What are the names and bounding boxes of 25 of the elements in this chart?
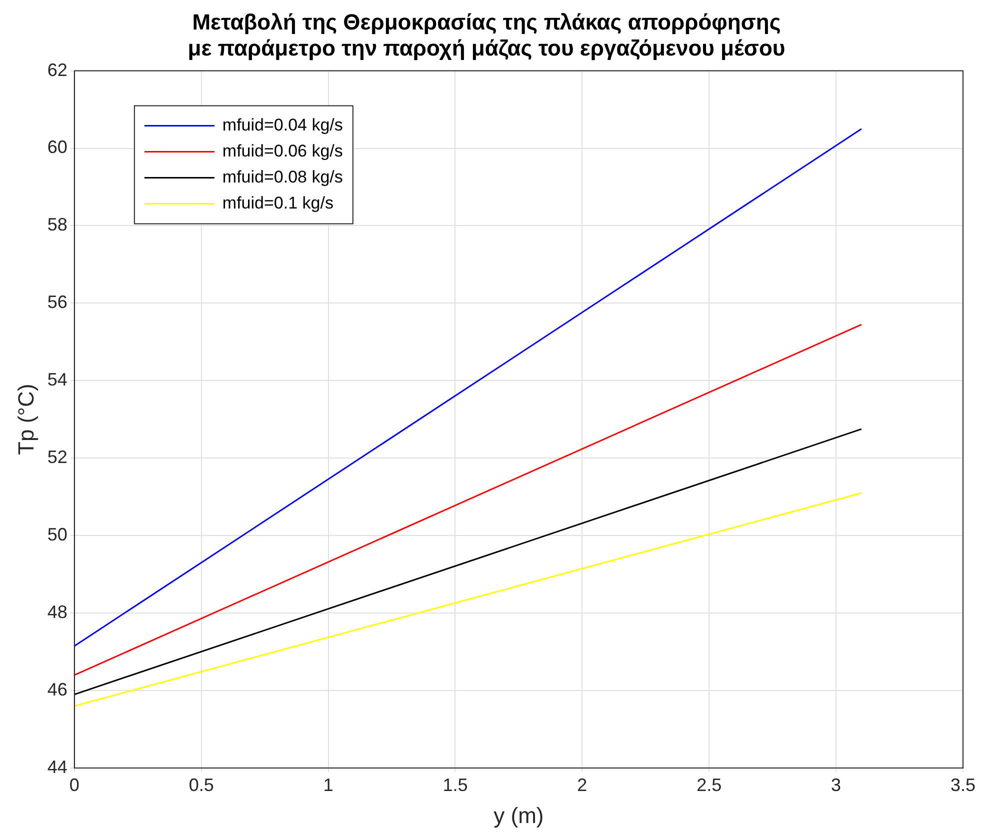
x-tick-label: 1.5 bbox=[442, 774, 468, 795]
x-tick-label: 2.5 bbox=[696, 774, 722, 795]
legend-label: mfuid=0.08 kg/s bbox=[222, 167, 343, 186]
y-tick-label: 60 bbox=[47, 137, 68, 158]
x-tick-label: 2 bbox=[577, 774, 588, 795]
chart-title: Μεταβολή της Θερμοκρασίας της πλάκας απορρόφησης με παράμετρο την παροχή μάζας του εργαζόμενου μέσου bbox=[188, 9, 786, 61]
x-tick-label: 3.5 bbox=[950, 774, 976, 795]
legend-label: mfuid=0.1 kg/s bbox=[222, 193, 334, 212]
y-tick-label: 58 bbox=[47, 214, 68, 235]
x-tick-label: 1 bbox=[323, 774, 334, 795]
y-tick-label: 46 bbox=[47, 680, 68, 700]
y-tick-label: 52 bbox=[47, 447, 68, 468]
x-axis-title: y (m) bbox=[494, 802, 544, 828]
legend-label: mfuid=0.06 kg/s bbox=[222, 141, 343, 160]
legend-label: mfuid=0.04 kg/s bbox=[222, 115, 343, 134]
y-tick-label: 44 bbox=[47, 756, 68, 777]
y-tick-label: 56 bbox=[47, 292, 68, 312]
x-tick-label: 0 bbox=[69, 774, 80, 795]
y-axis-title: Tp (°C) bbox=[13, 384, 38, 455]
y-tick-label: 62 bbox=[47, 60, 68, 80]
y-tick-label: 48 bbox=[47, 602, 68, 622]
x-tick-label: 3 bbox=[831, 774, 842, 795]
y-tick-label: 50 bbox=[47, 524, 68, 545]
x-tick-label: 0.5 bbox=[188, 774, 214, 795]
y-tick-label: 54 bbox=[47, 370, 68, 390]
